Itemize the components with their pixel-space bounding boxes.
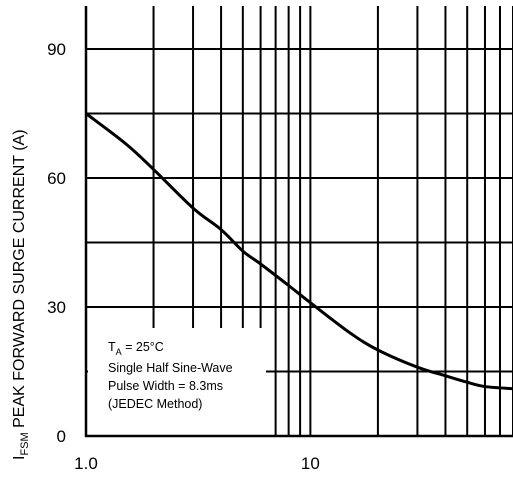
y-axis-label: IFSM PEAK FORWARD SURGE CURRENT (A) bbox=[11, 129, 31, 460]
x-tick-label: 10 bbox=[301, 454, 320, 473]
x-tick-label: 1.0 bbox=[74, 454, 98, 473]
annotation-box bbox=[88, 328, 266, 436]
y-tick-label: 0 bbox=[57, 427, 66, 446]
axes bbox=[84, 6, 513, 438]
series-line-surge-current bbox=[85, 112, 513, 391]
y-tick-label: 90 bbox=[47, 40, 66, 59]
annotation-line-1: TA = 25°C bbox=[108, 340, 164, 357]
tick-labels: 0 30 60 90 1.0 10 bbox=[47, 40, 320, 473]
grid-lines bbox=[85, 6, 513, 436]
annotation-line-4: (JEDEC Method) bbox=[108, 397, 202, 411]
annotation-line-3: Pulse Width = 8.3ms bbox=[108, 379, 223, 393]
annotation-line-2: Single Half Sine-Wave bbox=[108, 361, 233, 375]
y-tick-label: 30 bbox=[47, 298, 66, 317]
y-tick-label: 60 bbox=[47, 169, 66, 188]
